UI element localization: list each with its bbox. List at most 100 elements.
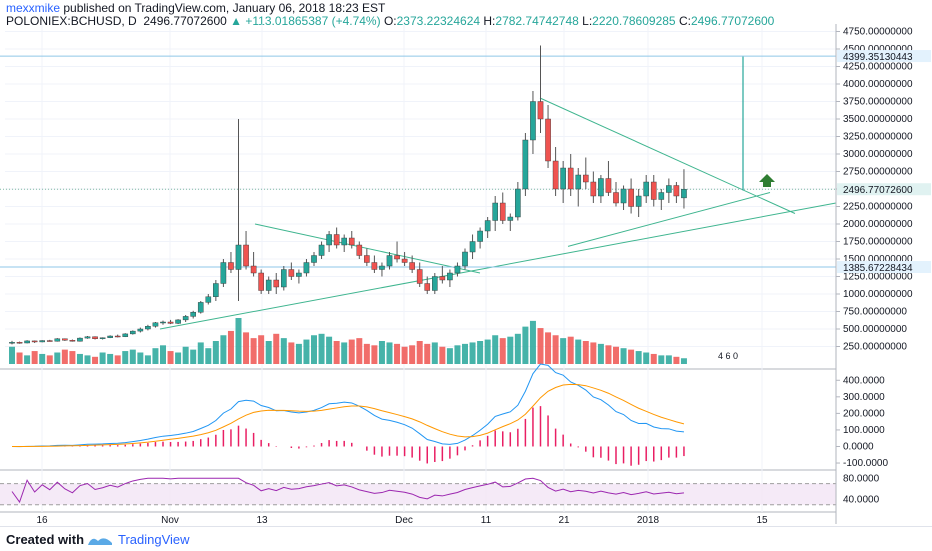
candle-body (605, 178, 612, 193)
candle-body (250, 265, 257, 274)
candle-body (84, 336, 91, 339)
y-tick-label: 2250.00000000 (843, 202, 913, 213)
candle-body (228, 262, 234, 270)
volume-bar (477, 341, 484, 364)
candle-body (681, 189, 687, 199)
volume-bar (439, 346, 446, 364)
x-tick-label: 15 (756, 515, 768, 526)
volume-bar (650, 353, 657, 364)
volume-bar (61, 349, 68, 364)
volume-bar (16, 352, 23, 364)
candle-body (54, 338, 61, 342)
x-tick-label: 11 (481, 515, 492, 526)
candle-body (522, 139, 529, 190)
candle-body (326, 234, 332, 246)
volume-bar (182, 346, 189, 364)
candle-body (462, 251, 468, 267)
y-tick-label: 3750.00000000 (843, 97, 913, 108)
candle-body (24, 340, 30, 344)
candle-body (16, 342, 23, 344)
volume-bar (492, 335, 499, 364)
volume-bar (39, 353, 46, 364)
candle-body (484, 220, 491, 232)
candle-body (9, 342, 15, 344)
volume-bar (220, 335, 227, 364)
volume-bar (227, 330, 234, 364)
volume-bar (522, 326, 529, 364)
volume-bar (499, 338, 506, 364)
candle-body (296, 272, 302, 277)
candle-body (265, 279, 272, 291)
candle-body (114, 335, 121, 338)
x-tick-label: 13 (256, 515, 268, 526)
candle-body (129, 330, 136, 335)
triangle-lower-line (567, 192, 771, 247)
macd-tick-label: 300.0000 (843, 392, 885, 403)
volume-bar (635, 351, 642, 364)
last-price-label: 2496.77072600 (843, 185, 913, 196)
volume-bar (122, 351, 129, 364)
volume-bar (545, 332, 552, 364)
candle-body (507, 216, 514, 221)
volume-bar (107, 353, 114, 364)
volume-bar (250, 338, 257, 364)
y-tick-label: 3250.00000000 (843, 132, 913, 143)
macd-tick-label: 0.0000 (843, 441, 874, 452)
candle-body (258, 272, 264, 291)
volume-bar (582, 341, 589, 364)
candle-body (99, 337, 106, 339)
volume-bar (288, 342, 295, 364)
y-tick-label: 4000.00000000 (843, 79, 913, 90)
candle-body (77, 337, 83, 342)
volume-bar (333, 341, 340, 364)
candle-body (567, 167, 574, 190)
candle-body (650, 181, 657, 200)
volume-bar (152, 348, 159, 364)
price-markers: 4399.35130443 2496.77072600 1385.67228434 4… (718, 50, 931, 361)
y-tick-label: 750.00000000 (843, 307, 907, 318)
volume-bar (46, 355, 53, 364)
candle-body (477, 230, 483, 242)
candle-body (46, 340, 53, 342)
volume-bar (92, 356, 99, 364)
candle-body (371, 262, 378, 270)
y-tick-label: 1750.00000000 (843, 237, 913, 248)
volume-bar (265, 341, 272, 364)
volume-bar (356, 338, 363, 364)
signal-line (11, 383, 685, 448)
candle-body (288, 269, 295, 277)
volume-bar (454, 345, 461, 364)
candle-body (552, 160, 559, 190)
volume-bar (303, 339, 310, 364)
candle-body (122, 333, 129, 337)
candle-body (243, 244, 249, 267)
candle-body (620, 188, 627, 204)
lower-price-label-bg (837, 261, 931, 274)
price-chart[interactable]: 4750.000000004500.000000004250.000000004… (0, 24, 932, 526)
y-tick-label: 2000.00000000 (843, 219, 913, 230)
candle-body (69, 340, 76, 342)
volume-bar (560, 338, 567, 364)
candle-body (152, 322, 159, 327)
target-price-label-bg (837, 50, 931, 63)
candle-body (273, 279, 280, 288)
macd-pane (11, 363, 685, 466)
volume-bar (673, 356, 680, 364)
tradingview-brand[interactable]: TradingView (118, 532, 190, 547)
y-tick-label: 500.00000000 (843, 324, 907, 335)
candle-body (137, 328, 144, 332)
candle-body (454, 265, 461, 274)
candle-body (303, 262, 310, 274)
volume-badge: 4 6 0 (718, 351, 738, 361)
volume-bar (575, 339, 582, 364)
volume-bar (295, 343, 302, 364)
time-axis[interactable]: 16 Nov 13 Dec 11 21 2018 15 (36, 515, 768, 526)
candle-body (205, 296, 212, 303)
candle-body (666, 185, 672, 193)
up-arrow-icon (759, 174, 775, 187)
volume-bar (529, 320, 536, 364)
publish-line: mexxmike published on TradingView.com, J… (6, 1, 385, 15)
y-tick-label: 3000.00000000 (843, 149, 913, 160)
author-link[interactable]: mexxmike (6, 1, 61, 15)
candle-body (628, 188, 634, 207)
